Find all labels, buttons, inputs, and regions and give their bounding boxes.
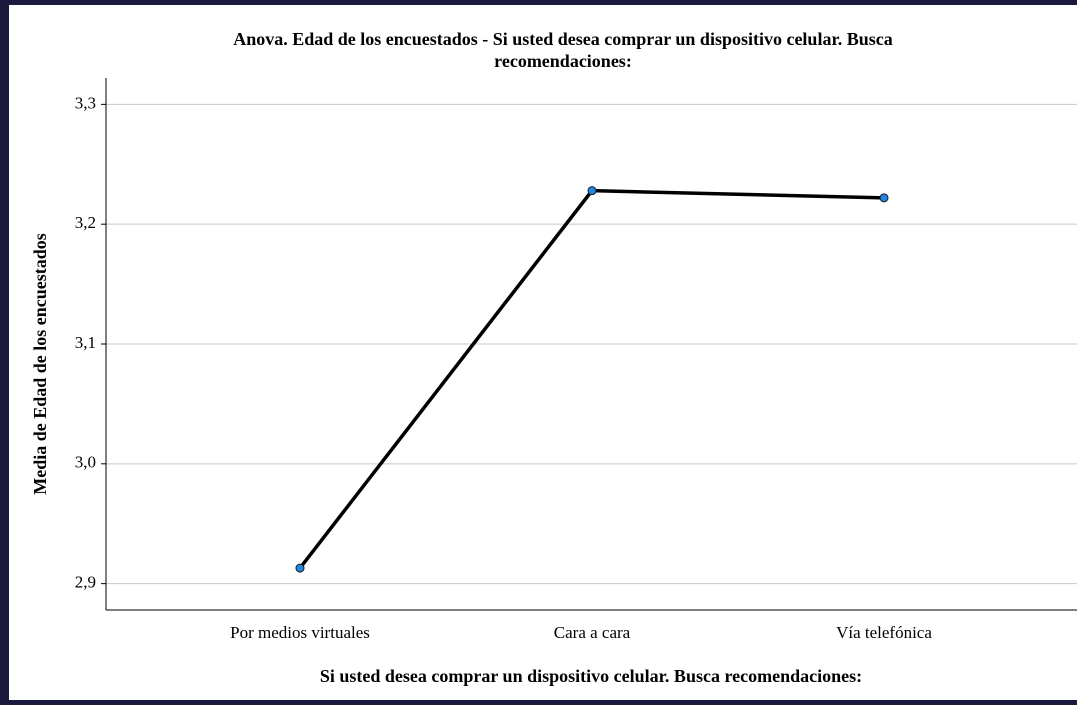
chart-title: recomendaciones: bbox=[494, 51, 632, 71]
chart-background bbox=[9, 5, 1077, 700]
y-tick-label: 3,1 bbox=[75, 333, 96, 352]
x-axis-title: Si usted desea comprar un dispositivo ce… bbox=[320, 666, 862, 686]
y-tick-label: 3,0 bbox=[75, 453, 96, 472]
x-tick-label: Por medios virtuales bbox=[230, 623, 370, 642]
marker bbox=[295, 563, 305, 573]
x-tick-label: Vía telefónica bbox=[836, 623, 932, 642]
y-tick-label: 2,9 bbox=[75, 573, 96, 592]
marker bbox=[879, 193, 889, 203]
y-tick-label: 3,2 bbox=[75, 213, 96, 232]
y-axis-title: Media de Edad de los encuestados bbox=[30, 233, 50, 495]
chart-title: Anova. Edad de los encuestados - Si uste… bbox=[233, 29, 893, 49]
x-tick-label: Cara a cara bbox=[554, 623, 631, 642]
marker bbox=[587, 186, 597, 196]
y-tick-label: 3,3 bbox=[75, 93, 96, 112]
